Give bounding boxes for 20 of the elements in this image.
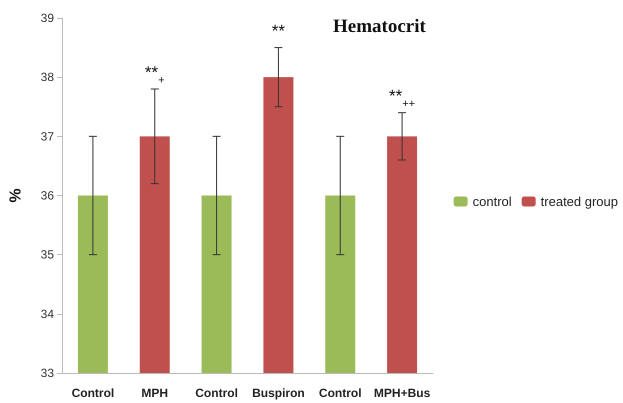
- y-tick-label: 39: [40, 11, 54, 25]
- y-tick-label: 37: [40, 129, 54, 144]
- chart-title: Hematocrit: [333, 16, 427, 37]
- y-tick-label: 34: [40, 306, 54, 321]
- y-axis-title: %: [8, 188, 24, 203]
- annotation: **++: [389, 86, 416, 110]
- annotation: **: [272, 22, 286, 41]
- y-tick-label: 35: [40, 248, 54, 262]
- x-tick-label: Control: [72, 386, 114, 400]
- x-tick-label: Control: [195, 386, 238, 400]
- x-tick-label: MPH+Bus: [374, 386, 431, 400]
- legend-label: treated group: [540, 194, 618, 209]
- y-tick-label: 33: [40, 366, 54, 380]
- x-tick-label: Control: [318, 386, 362, 400]
- y-tick-label: 38: [40, 70, 54, 84]
- y-tick-label: 36: [40, 188, 54, 202]
- legend-label: control: [472, 194, 512, 209]
- x-tick-label: Buspiron: [252, 386, 305, 400]
- annotation: **+: [144, 63, 165, 86]
- x-tick-label: MPH: [141, 386, 168, 400]
